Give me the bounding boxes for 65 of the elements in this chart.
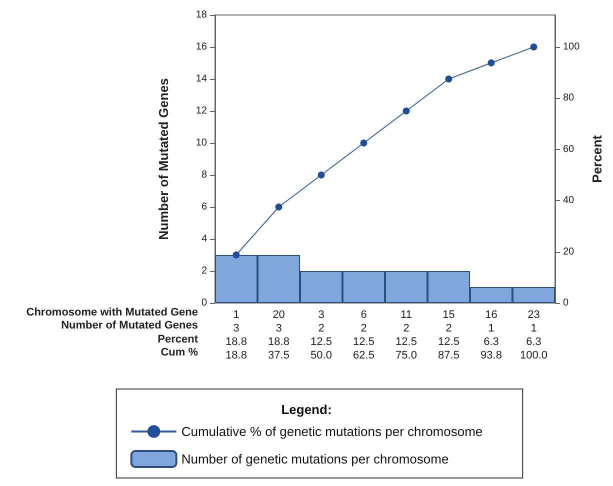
data-label: 37.5: [268, 349, 290, 362]
x-tick-label: 6: [360, 308, 367, 321]
x-tick-label: 23: [528, 308, 540, 321]
x-tick-label: 15: [442, 308, 455, 321]
legend-title: Legend:: [281, 402, 332, 417]
data-label: 93.8: [480, 349, 502, 362]
data-label: 2: [446, 322, 452, 334]
y-tick-label: 10: [196, 138, 208, 148]
y2-tick-label: 60: [563, 144, 575, 155]
point: [318, 172, 325, 178]
x-tick-label: 16: [485, 308, 498, 321]
data-label: 18.8: [226, 349, 247, 362]
text: 18.8: [268, 336, 290, 348]
x-tick-label: 3: [318, 308, 324, 321]
y2-tick-label: 0: [563, 298, 569, 308]
x-tick-label: 1: [233, 308, 240, 321]
y-tick-label: 2: [201, 266, 208, 276]
y-tick-label: 6: [201, 202, 208, 212]
text: Number of Mutated Genes: [61, 320, 198, 332]
data-label: 1: [488, 322, 494, 334]
y-tick-label: 4: [201, 234, 208, 244]
text: 6.3: [526, 336, 542, 348]
point: [402, 108, 410, 114]
point: [445, 76, 452, 82]
y-tick-label: 14: [196, 74, 208, 84]
data-label: 2: [318, 322, 324, 334]
y2-axis-title: Percent: [590, 134, 605, 183]
data-label: 50.0: [310, 349, 332, 362]
y2-tick-label: 40: [563, 195, 575, 206]
point: [360, 140, 368, 146]
point: [488, 59, 495, 66]
data-label: 3: [276, 322, 282, 334]
data-label: 75.0: [396, 349, 417, 362]
y2-tick-label: 100: [563, 42, 580, 52]
text: Cum %: [160, 346, 198, 358]
data-label: 3: [233, 322, 240, 334]
y-tick-label: 12: [196, 106, 208, 116]
text: 12.5: [310, 336, 332, 348]
data-label: 100.0: [520, 349, 548, 362]
data-label: 1: [530, 322, 537, 334]
y-axis-title: Number of Mutated Genes: [156, 78, 171, 240]
point: [530, 44, 538, 50]
y-tick-label: 16: [196, 42, 208, 52]
point: [275, 204, 282, 210]
text: 18.8: [226, 336, 247, 348]
y-tick-label: 0: [201, 298, 208, 308]
data-label: 62.5: [353, 349, 374, 362]
text: 12.5: [353, 336, 374, 348]
x-tick-label: 11: [400, 308, 412, 321]
data-label: 87.5: [438, 349, 460, 362]
legend-label: Number of genetic mutations per chromosome: [181, 452, 449, 466]
x-tick-label: 20: [272, 308, 285, 321]
text: 12.5: [438, 336, 460, 348]
y2-tick-label: 80: [563, 92, 575, 104]
y2-tick-label: 20: [563, 246, 575, 258]
point: [232, 251, 240, 258]
text: Percent: [158, 334, 198, 346]
data-label: 2: [403, 322, 410, 334]
legend-label: Cumulative % of genetic mutations per chromosome: [181, 424, 483, 439]
text: 6.3: [484, 336, 499, 348]
y-tick-label: 8: [201, 170, 208, 180]
data-label: 2: [360, 322, 367, 334]
y-tick-label: 18: [196, 10, 208, 20]
text: 12.5: [396, 336, 417, 348]
x-axis-title: Chromosome with Mutated Gene: [26, 306, 198, 318]
